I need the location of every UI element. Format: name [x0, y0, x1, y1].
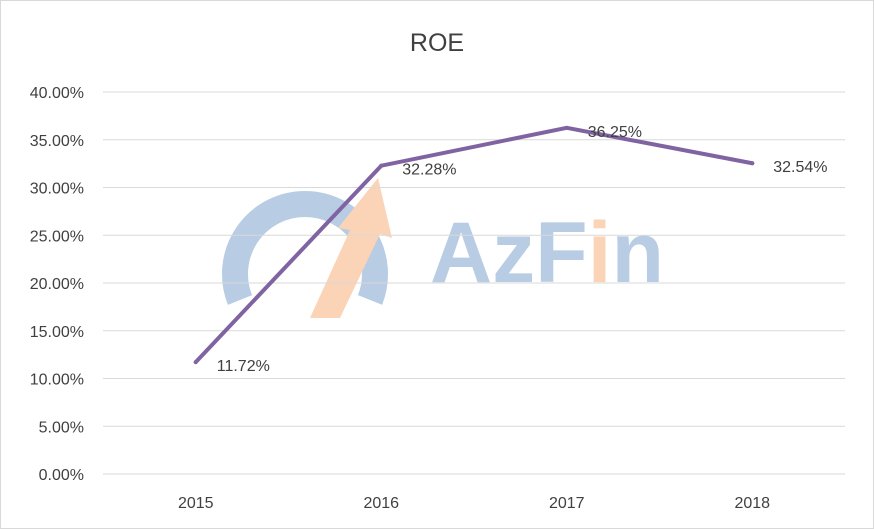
y-tick-label: 25.00% [30, 228, 84, 245]
watermark-text-part-1: AzF [430, 205, 588, 301]
gridlines [103, 91, 845, 475]
watermark-text-part-3: n [612, 205, 665, 301]
data-point [750, 161, 755, 166]
x-tick-label: 2018 [734, 495, 770, 512]
y-tick-label: 20.00% [30, 276, 84, 293]
data-label: 11.72% [217, 358, 270, 375]
x-tick-label: 2015 [178, 495, 214, 512]
x-axis-tick-labels: 2015 2016 2017 2018 [178, 495, 770, 512]
series-line [193, 125, 755, 365]
y-tick-label: 10.00% [30, 372, 84, 389]
y-tick-label: 30.00% [30, 181, 84, 198]
data-label: 32.54% [773, 159, 827, 176]
data-label: 32.28% [402, 162, 456, 179]
x-tick-label: 2016 [363, 495, 399, 512]
data-label: 36.25% [588, 124, 642, 141]
data-point [379, 163, 384, 168]
y-tick-label: 35.00% [30, 133, 84, 150]
data-point [564, 125, 569, 130]
watermark-text: AzFin [430, 205, 664, 301]
x-tick-label: 2017 [549, 495, 585, 512]
y-tick-label: 0.00% [39, 467, 84, 484]
watermark-text-part-2: i [588, 205, 612, 301]
watermark-arc-mark [222, 191, 388, 305]
y-tick-label: 5.00% [39, 419, 84, 436]
series-group [193, 125, 755, 365]
azfin-watermark-logo: AzFin [222, 178, 664, 318]
data-labels: 11.72% 32.28% 36.25% 32.54% [217, 124, 828, 375]
y-tick-label: 15.00% [30, 324, 84, 341]
chart-title: ROE [410, 29, 464, 57]
data-point [193, 360, 198, 365]
y-tick-label: 40.00% [30, 85, 84, 102]
y-axis-tick-labels: 0.00% 5.00% 10.00% 15.00% 20.00% 25.00% 30.00%… [30, 85, 84, 484]
